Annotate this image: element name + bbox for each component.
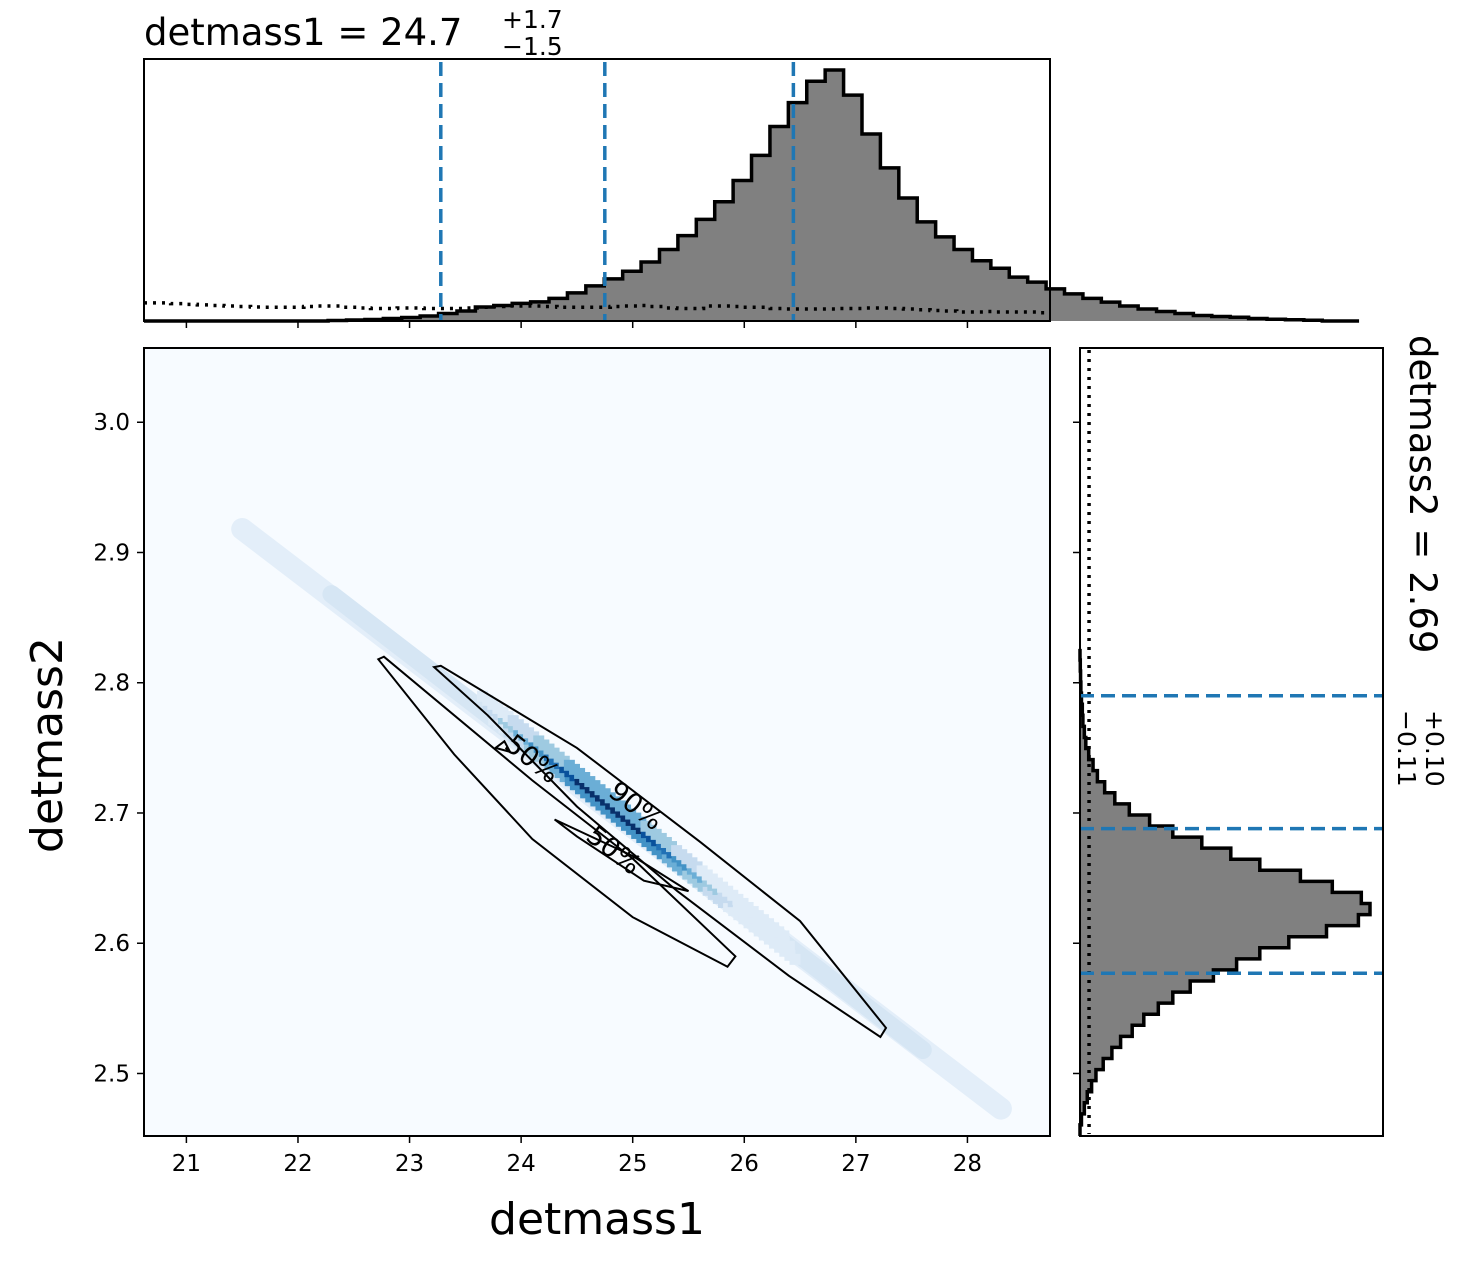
joint-background	[144, 348, 1050, 1136]
y-tick-label-2: 2.7	[93, 801, 130, 827]
marginal-detmass1-panel: detmass1 = 24.7 +1.7 −1.5	[143, 5, 1360, 328]
x-axis-label: detmass1	[489, 1194, 705, 1245]
detmass1-top-ticks	[185, 321, 969, 328]
y-tick-label-5: 3.0	[93, 410, 130, 436]
x-tick-label-4: 25	[618, 1151, 647, 1177]
x-tick-label-0: 21	[172, 1151, 201, 1177]
joint-contours	[376, 655, 888, 1039]
x-tick-label-1: 22	[283, 1151, 312, 1177]
y-axis-label: detmass2	[22, 637, 73, 853]
y-tick-label-1: 2.6	[93, 931, 130, 957]
detmass2-upper-error: +0.10	[1420, 710, 1449, 787]
joint-heat-cell	[783, 940, 795, 952]
detmass2-hist-outline	[1078, 648, 1372, 1136]
joint-y-axis: 2.5 2.6 2.7 2.8 2.9 3.0	[93, 410, 144, 1087]
x-tick-label-6: 27	[841, 1151, 870, 1177]
joint-posterior-panel: 50%90%50% 21 22 23 24 25 26 27 28 2.52.62.72.82…	[22, 347, 1051, 1245]
marginal-detmass2-panel: detmass2 = 2.69 +0.10 −0.11	[1073, 335, 1449, 1137]
detmass1-quantile-lines	[439, 62, 796, 321]
detmass1-hist-fill	[144, 70, 1360, 321]
detmass2-quantile-lines	[1080, 694, 1383, 975]
x-tick-label-2: 23	[395, 1151, 424, 1177]
detmass1-hist-outline	[144, 68, 1360, 323]
detmass1-upper-error: +1.7	[502, 5, 563, 34]
detmass1-prior-dotted-line	[144, 301, 1050, 315]
detmass2-right-ticks	[1073, 421, 1080, 1075]
contour-90pct-0	[376, 655, 737, 968]
y-tick-label-4: 2.9	[93, 540, 130, 566]
detmass2-lower-error: −0.11	[1392, 710, 1421, 787]
contour-90pct-1	[431, 664, 888, 1039]
contour-50pct-3	[553, 818, 690, 893]
detmass1-lower-error: −1.5	[502, 32, 563, 61]
x-tick-label-5: 26	[730, 1151, 759, 1177]
contour-50pct-2	[493, 739, 512, 754]
joint-heat-cell	[789, 953, 801, 965]
x-tick-label-7: 28	[953, 1151, 982, 1177]
x-tick-label-3: 24	[506, 1151, 535, 1177]
detmass1-title: detmass1 = 24.7	[144, 11, 462, 54]
detmass2-histogram	[1078, 648, 1372, 1136]
detmass1-prior-curve	[144, 301, 1050, 315]
detmass1-histogram	[144, 68, 1360, 323]
detmass2-title: detmass2 = 2.69	[1401, 335, 1444, 653]
joint-x-axis: 21 22 23 24 25 26 27 28	[172, 1136, 982, 1177]
y-tick-label-0: 2.5	[93, 1061, 130, 1087]
y-tick-label-3: 2.8	[93, 671, 130, 697]
joint-heat-cell	[778, 930, 790, 942]
